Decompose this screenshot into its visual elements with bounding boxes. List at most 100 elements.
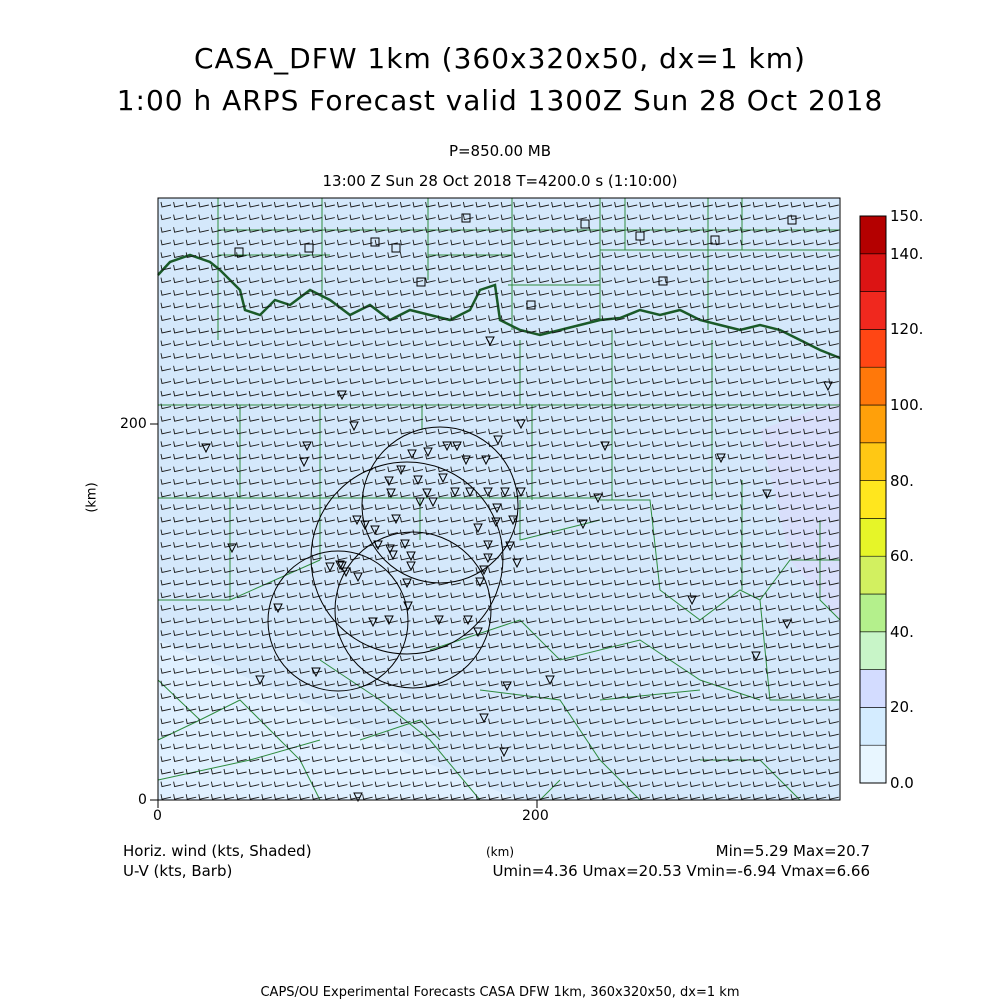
station-triangle <box>227 543 237 554</box>
station-triangle <box>516 419 526 430</box>
x-tick-label: 0 <box>153 808 162 824</box>
colorbar-segment <box>859 215 887 255</box>
colorbar-label: 40. <box>890 622 914 641</box>
radar-ring <box>361 426 519 584</box>
station-triangle <box>483 540 493 551</box>
station-square <box>635 231 645 241</box>
station-triangle <box>450 487 460 498</box>
station-triangle <box>479 565 489 576</box>
station-triangle <box>499 747 509 758</box>
station-triangle <box>391 514 401 525</box>
station-triangle <box>337 561 347 572</box>
wind-field <box>158 198 840 800</box>
station-triangle <box>452 441 462 452</box>
radar-ring <box>267 550 409 692</box>
station-triangle <box>505 541 515 552</box>
station-triangle <box>483 487 493 498</box>
colorbar-label: 120. <box>890 320 924 339</box>
station-triangle <box>442 441 452 452</box>
station-triangle <box>385 544 395 555</box>
station-triangle <box>600 441 610 452</box>
station-triangle <box>516 487 526 498</box>
wind-barbs <box>160 201 839 800</box>
station-triangle <box>415 497 425 508</box>
station-markers <box>201 213 833 803</box>
colorbar-segment <box>859 329 887 368</box>
station-square <box>416 277 426 287</box>
station-triangle <box>402 578 412 589</box>
y-axis-label: (km) <box>84 482 100 513</box>
station-triangle <box>473 627 483 638</box>
station-square <box>658 276 668 286</box>
station-triangle <box>508 515 518 526</box>
station-triangle <box>762 489 772 500</box>
station-triangle <box>465 487 475 498</box>
station-triangle <box>545 675 555 686</box>
station-triangle <box>407 449 417 460</box>
colorbar-label: 150. <box>890 207 924 225</box>
station-triangle <box>423 447 433 458</box>
colorbar-segment <box>859 253 887 292</box>
station-triangle <box>400 539 410 550</box>
station-triangle <box>422 488 432 499</box>
colorbar-segment <box>859 404 887 444</box>
station-triangle <box>481 455 491 466</box>
radar-range-rings <box>267 426 519 692</box>
station-triangle <box>302 441 312 452</box>
station-triangle <box>716 453 726 464</box>
station-triangle <box>413 475 423 486</box>
station-triangle <box>370 525 380 536</box>
colorbar-segment <box>859 366 887 406</box>
station-triangle <box>485 336 495 347</box>
station-triangle <box>325 562 335 573</box>
station-triangle <box>483 553 493 564</box>
station-triangle <box>438 473 448 484</box>
colorbar-segment <box>859 480 887 519</box>
station-triangle <box>201 443 211 454</box>
colorbar <box>859 215 887 784</box>
station-square <box>710 235 720 245</box>
station-square <box>391 243 401 253</box>
station-triangle <box>373 540 383 551</box>
station-triangle <box>512 558 522 569</box>
station-triangle <box>352 515 362 526</box>
station-triangle <box>255 675 265 686</box>
river-line <box>157 253 841 360</box>
uv-stats: Umin=4.36 Umax=20.53 Vmin=-6.94 Vmax=6.6… <box>492 862 870 880</box>
station-triangle <box>502 681 512 692</box>
barb-grid <box>160 201 839 800</box>
station-triangle <box>463 615 473 626</box>
station-triangle <box>500 487 510 498</box>
station-triangle <box>493 435 503 446</box>
station-triangle <box>353 792 363 803</box>
station-triangle <box>406 561 416 572</box>
station-triangle <box>353 572 363 583</box>
station-triangle <box>751 651 761 662</box>
station-triangle <box>434 615 444 626</box>
station-square <box>787 215 797 225</box>
station-triangle <box>492 503 502 514</box>
station-triangle <box>386 488 396 499</box>
station-triangle <box>384 615 394 626</box>
vector-label: U-V (kts, Barb) <box>123 862 233 880</box>
station-triangle <box>360 520 370 531</box>
station-triangle <box>473 523 483 534</box>
station-square <box>461 213 471 223</box>
chart-title-line1: CASA_DFW 1km (360x320x50, dx=1 km) <box>194 42 806 75</box>
colorbar-segment <box>859 707 887 746</box>
colorbar-label: 140. <box>890 244 924 263</box>
radar-ring <box>334 531 492 689</box>
station-triangle <box>337 390 347 401</box>
colorbar-segment <box>859 744 887 784</box>
x-tick-label: 200 <box>522 808 549 824</box>
station-square <box>370 237 380 247</box>
station-triangle <box>403 601 413 612</box>
colorbar-label: 80. <box>890 471 914 490</box>
colorbar-label: 60. <box>890 547 914 566</box>
colorbar-frame <box>859 215 887 784</box>
colorbar-segment <box>859 518 887 557</box>
station-triangle <box>349 421 359 432</box>
station-triangle <box>782 619 792 630</box>
station-triangle <box>823 381 833 392</box>
station-square <box>580 219 590 229</box>
